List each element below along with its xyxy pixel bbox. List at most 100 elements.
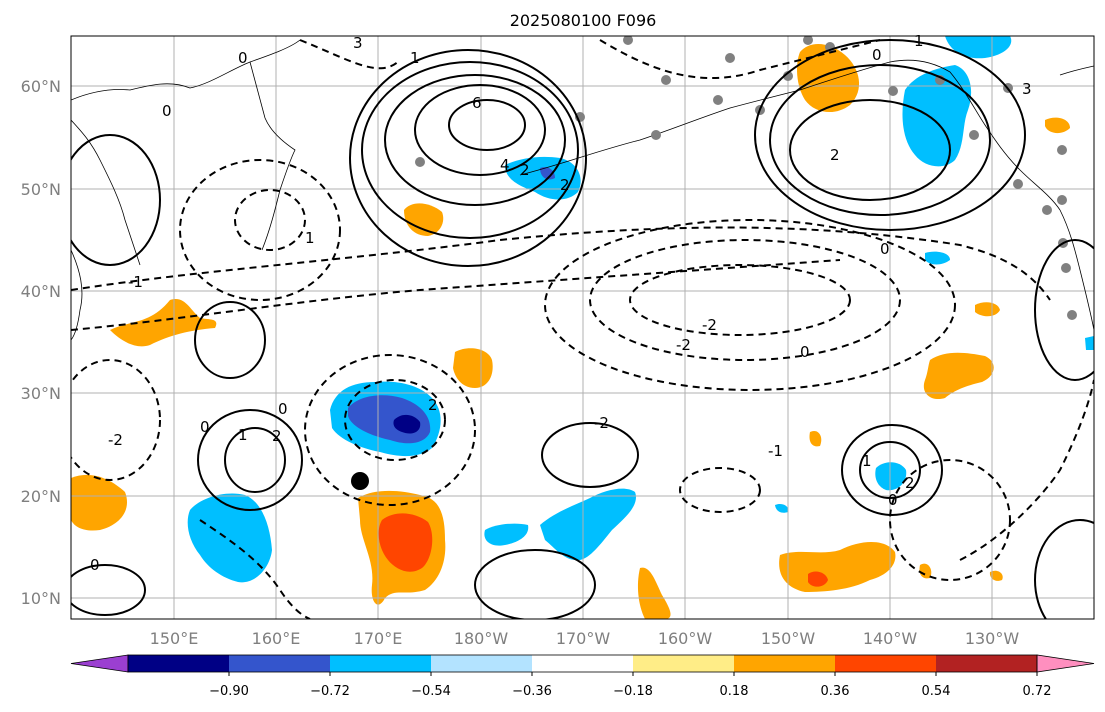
lon-label: 170°E bbox=[354, 629, 403, 648]
contour-label: 2 bbox=[428, 396, 438, 414]
contour-label: -2 bbox=[676, 336, 691, 354]
blue-region bbox=[875, 462, 907, 491]
coastline-asia bbox=[71, 39, 301, 341]
contour-label: -1 bbox=[128, 273, 143, 291]
contour-label: 1 bbox=[305, 229, 315, 247]
contour-label: 2 bbox=[520, 161, 530, 179]
lon-label: 180°W bbox=[454, 629, 509, 648]
lon-label: 140°W bbox=[863, 629, 918, 648]
blue-region bbox=[1085, 336, 1094, 350]
contour-label: -2 bbox=[702, 316, 717, 334]
blue-region bbox=[925, 251, 950, 265]
contour-label: 0 bbox=[880, 240, 890, 258]
coastline-aleutians bbox=[519, 89, 801, 176]
orange-region bbox=[71, 474, 128, 531]
lat-label: 40°N bbox=[21, 282, 61, 301]
contour-label: 3 bbox=[353, 34, 363, 52]
contour-label: 0 bbox=[888, 491, 898, 509]
blue-region bbox=[187, 493, 272, 583]
orange-region bbox=[404, 203, 444, 236]
lon-label: 170°W bbox=[556, 629, 611, 648]
colorbar-tick-label: 0.36 bbox=[821, 684, 850, 699]
colorbar-tick-label: 0.18 bbox=[720, 684, 749, 699]
contour-label: -2 bbox=[108, 431, 123, 449]
lat-label: 10°N bbox=[21, 589, 61, 608]
blue-region bbox=[393, 414, 421, 434]
contour-label: 0 bbox=[872, 46, 882, 64]
colorbar-segment bbox=[936, 655, 1038, 672]
blue-region bbox=[540, 167, 555, 180]
map-frame bbox=[70, 35, 1095, 620]
colorbar-tick-label: −0.54 bbox=[411, 684, 451, 699]
contour-label: 0 bbox=[162, 102, 172, 120]
contour-label: 2 bbox=[905, 474, 915, 492]
orange-region bbox=[797, 44, 860, 113]
blue-region bbox=[484, 523, 529, 546]
contour-label: 4 bbox=[500, 156, 510, 174]
orange-region bbox=[110, 299, 217, 347]
contour-label: -1 bbox=[768, 442, 783, 460]
contour-label: -2 bbox=[594, 414, 609, 432]
colorbar-ticks: −0.90 −0.72 −0.54 −0.36 −0.18 0.18 0.36 0.54 0.7… bbox=[209, 672, 1052, 699]
contour-label: 0 bbox=[800, 343, 810, 361]
lon-label: 160°W bbox=[658, 629, 713, 648]
colorbar-segment bbox=[835, 655, 937, 672]
shaded-regions bbox=[71, 36, 1094, 619]
colorbar-segment bbox=[229, 655, 331, 672]
longitude-labels: 150°E 160°E 170°E 180°W 170°W 160°W 150°… bbox=[150, 629, 1020, 648]
latitude-labels: 60°N 50°N 40°N 30°N 20°N 10°N bbox=[21, 77, 61, 608]
lon-label: 130°W bbox=[965, 629, 1020, 648]
lat-label: 50°N bbox=[21, 180, 61, 199]
contour-label: 2 bbox=[272, 427, 282, 445]
red-region bbox=[378, 513, 433, 572]
orange-region bbox=[453, 348, 493, 388]
blue-region bbox=[945, 36, 1012, 59]
colorbar-segment bbox=[330, 655, 432, 672]
contour-label: 1 bbox=[914, 32, 924, 50]
lon-label: 150°E bbox=[150, 629, 199, 648]
orange-region bbox=[1045, 117, 1070, 134]
contour-label: 3 bbox=[1022, 80, 1032, 98]
red-region bbox=[808, 571, 828, 587]
colorbar-segment bbox=[532, 655, 634, 672]
contour-label: 0 bbox=[278, 400, 288, 418]
orange-region bbox=[809, 430, 822, 447]
lat-label: 20°N bbox=[21, 487, 61, 506]
orange-region bbox=[989, 570, 1003, 581]
contour-label: 6 bbox=[472, 94, 482, 112]
orange-region bbox=[637, 567, 671, 619]
contour-label: 1 bbox=[862, 452, 872, 470]
colorbar-tick-label: −0.18 bbox=[613, 684, 653, 699]
blue-region bbox=[902, 65, 972, 167]
contour-label: 2 bbox=[560, 176, 570, 194]
colorbar-frame bbox=[127, 654, 1038, 673]
coastline-na bbox=[1059, 65, 1094, 331]
colorbar bbox=[70, 654, 1095, 673]
map-title: 2025080100 F096 bbox=[510, 11, 657, 30]
contour-label: 0 bbox=[200, 418, 210, 436]
colorbar-segment bbox=[633, 655, 735, 672]
colorbar-tick-label: −0.90 bbox=[209, 684, 249, 699]
colorbar-extend-low bbox=[70, 654, 129, 673]
contour-label: 1 bbox=[410, 49, 420, 67]
orange-region bbox=[919, 563, 932, 579]
blue-region bbox=[775, 503, 789, 513]
orange-region bbox=[923, 352, 994, 400]
dashed-contours bbox=[71, 39, 1094, 619]
colorbar-segment bbox=[128, 655, 230, 672]
contour-label: 2 bbox=[830, 146, 840, 164]
solid-contours bbox=[71, 39, 1094, 619]
contour-label: 0 bbox=[238, 49, 248, 67]
contour-label: 1 bbox=[238, 426, 248, 444]
colorbar-tick-label: −0.72 bbox=[310, 684, 350, 699]
lat-label: 30°N bbox=[21, 384, 61, 403]
lon-label: 160°E bbox=[252, 629, 301, 648]
colorbar-tick-label: 0.72 bbox=[1023, 684, 1052, 699]
map-area bbox=[71, 36, 1094, 619]
colorbar-segment bbox=[431, 655, 533, 672]
colorbar-extend-high bbox=[1036, 654, 1095, 673]
lon-label: 150°W bbox=[761, 629, 816, 648]
blue-region bbox=[540, 488, 636, 561]
